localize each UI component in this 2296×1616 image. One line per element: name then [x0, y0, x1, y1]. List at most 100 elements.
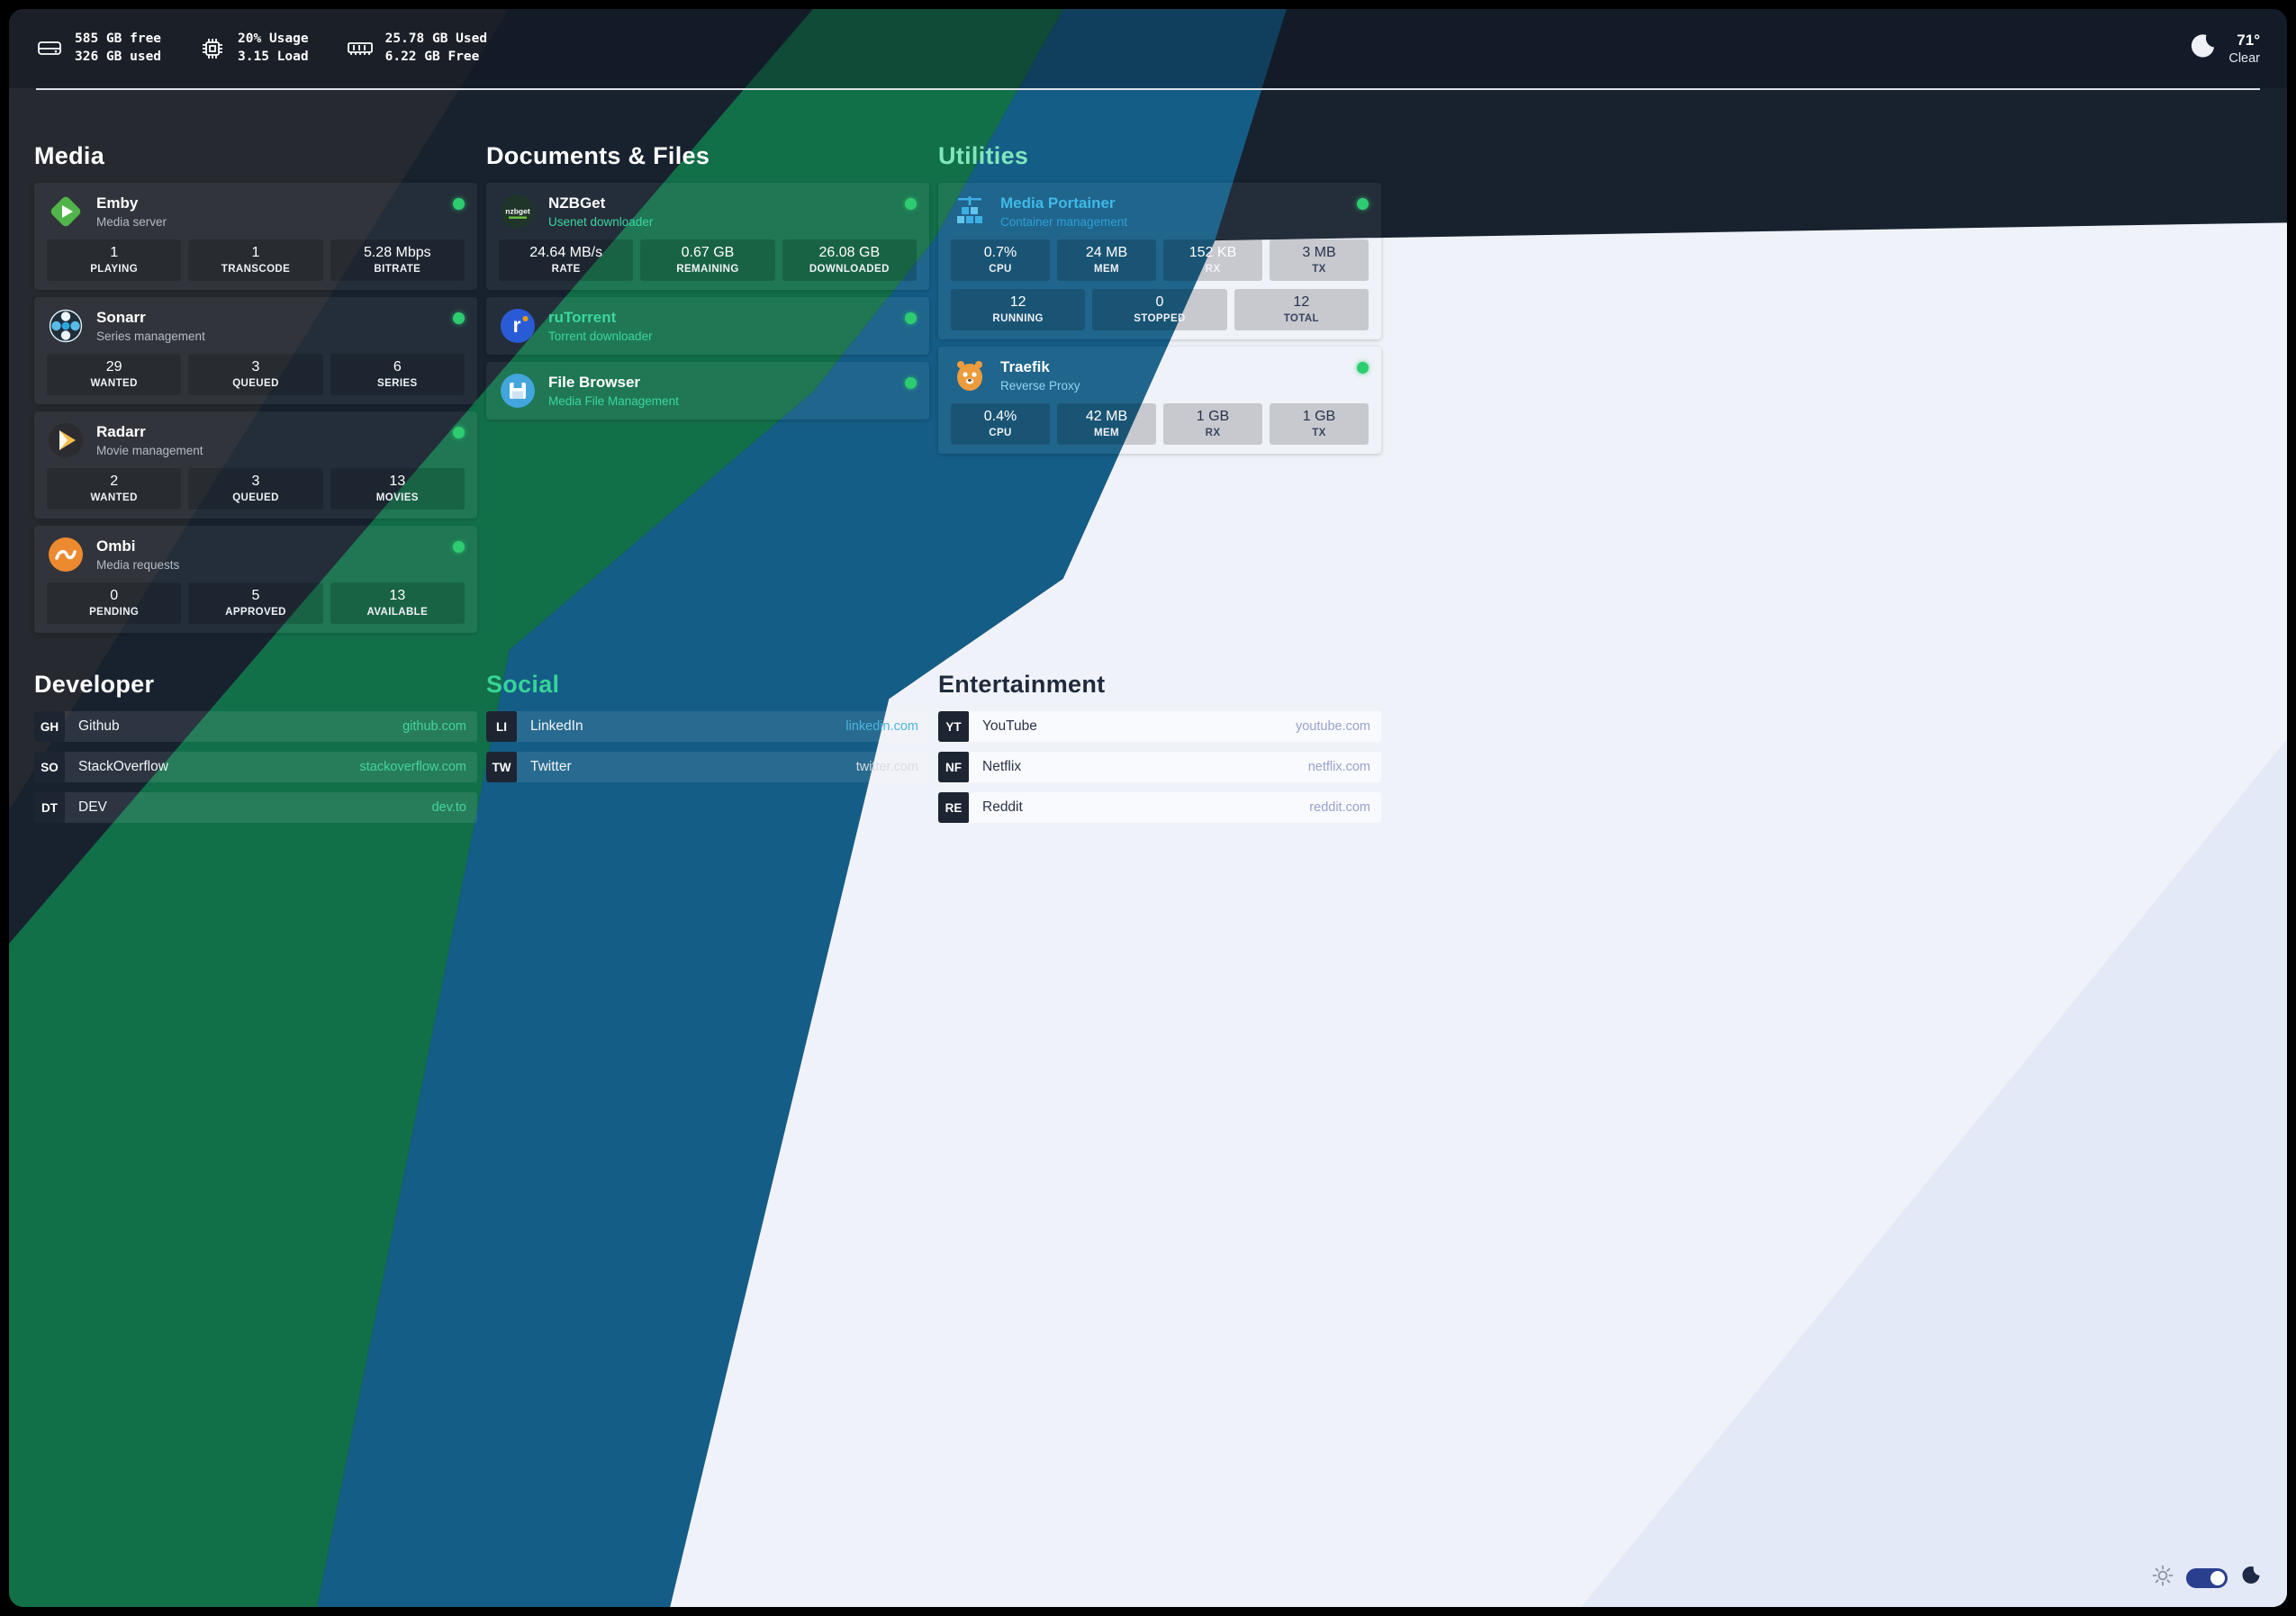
stat-series: 6 SERIES: [330, 354, 465, 395]
app-title: Media Portainer: [1000, 194, 1116, 212]
stat-playing: 1 PLAYING: [47, 239, 182, 281]
memory-free: 6.22 GB Free: [384, 50, 480, 64]
stat-movies: 13 MOVIES: [330, 468, 465, 510]
section-utilities: Utilities: [938, 142, 1381, 461]
dev-icon: DT: [34, 792, 65, 823]
app-description: Torrent downloader: [548, 330, 653, 343]
status-dot: [1357, 198, 1369, 210]
app-title: Sonarr: [96, 309, 146, 326]
nzbget-icon: nzbget: [499, 193, 537, 230]
weather-widget: 71° Clear: [2187, 32, 2260, 67]
netflix-icon: NF: [938, 752, 969, 782]
weather-temperature: 71°: [2237, 32, 2260, 49]
status-dot: [905, 312, 917, 324]
section-title-developer: Developer: [34, 671, 155, 698]
app-card-ombi[interactable]: Ombi Media requests 0 PENDING 5 APPROVED 1…: [34, 526, 477, 633]
app-description: Movie management: [96, 444, 203, 457]
app-title: Ombi: [96, 537, 136, 555]
light-mode-sun-icon[interactable]: [2152, 1565, 2174, 1591]
stat-transcode: 1 TRANSCODE: [188, 239, 323, 281]
theme-toggle[interactable]: [2186, 1567, 2228, 1588]
stat-cpu: 0.4% CPU: [951, 403, 1050, 445]
stat-total: 12 TOTAL: [1234, 289, 1369, 330]
app-description: Usenet downloader: [548, 215, 654, 229]
status-dot: [453, 312, 465, 324]
stackoverflow-icon: SO: [34, 752, 65, 782]
stat-pending: 0 PENDING: [47, 582, 182, 624]
reddit-icon: RE: [938, 792, 969, 823]
section-media: Media Emby Media server: [34, 142, 477, 640]
stat-cpu: 0.7% CPU: [951, 239, 1050, 281]
cpu-load: 3.15 Load: [238, 50, 309, 64]
rutorrent-icon: r: [499, 307, 537, 345]
weather-condition: Clear: [2228, 51, 2260, 66]
cpu-icon: [199, 35, 226, 62]
bookmark-reddit[interactable]: RE Reddit reddit.com: [938, 792, 1381, 823]
memory-used: 25.78 GB Used: [384, 32, 488, 47]
ombi-icon: [47, 536, 85, 573]
app-description: Series management: [96, 330, 205, 343]
section-title-entertainment: Entertainment: [938, 671, 1106, 698]
memory-icon: [347, 35, 374, 62]
bookmark-github[interactable]: GH Github github.com: [34, 711, 477, 742]
dark-mode-moon-icon[interactable]: [2240, 1565, 2262, 1591]
app-description: Reverse Proxy: [1000, 379, 1080, 393]
status-dot: [1357, 362, 1369, 374]
status-dot: [905, 198, 917, 210]
app-title: Emby: [96, 194, 139, 212]
bookmark-twitter[interactable]: TW Twitter twitter.com: [486, 752, 929, 782]
app-card-radarr[interactable]: Radarr Movie management 2 WANTED 3 QUEUED …: [34, 411, 477, 519]
app-title: Traefik: [1000, 358, 1050, 375]
sonarr-icon: [47, 307, 85, 345]
dashboard-screen: 585 GB free 326 GB used 20% U: [9, 9, 2287, 1607]
cpu-percent: 20% Usage: [238, 32, 309, 47]
toggle-knob: [2210, 1570, 2225, 1585]
section-entertainment: Entertainment YT YouTube youtube.com NF …: [938, 671, 1381, 833]
app-card-sonarr[interactable]: Sonarr Series management 29 WANTED 3 QUEUE…: [34, 297, 477, 404]
stat-wanted: 29 WANTED: [47, 354, 182, 395]
memory-usage: 25.78 GB Used 6.22 GB Free: [347, 31, 488, 66]
stat-mem: 42 MB MEM: [1057, 403, 1156, 445]
section-title-documents: Documents & Files: [486, 142, 710, 169]
app-card-emby[interactable]: Emby Media server 1 PLAYING 1 TRANSCODE 5.…: [34, 183, 477, 290]
stat-mem: 24 MB MEM: [1057, 239, 1156, 281]
stat-approved: 5 APPROVED: [188, 582, 323, 624]
status-dot: [905, 377, 917, 389]
disk-used: 326 GB used: [75, 50, 162, 64]
app-card-traefik[interactable]: Traefik Reverse Proxy 0.4% CPU 42 MB MEM 1…: [938, 347, 1381, 454]
bookmark-dev[interactable]: DT DEV dev.to: [34, 792, 477, 823]
app-card-filebrowser[interactable]: File Browser Media File Management: [486, 362, 929, 420]
stat-wanted: 2 WANTED: [47, 468, 182, 510]
app-description: Container management: [1000, 215, 1128, 229]
bookmark-youtube[interactable]: YT YouTube youtube.com: [938, 711, 1381, 742]
svg-text:nzbget: nzbget: [505, 207, 530, 216]
stat-remaining: 0.67 GB REMAINING: [640, 239, 775, 281]
stat-tx: 3 MB TX: [1270, 239, 1369, 281]
bookmark-netflix[interactable]: NF Netflix netflix.com: [938, 752, 1381, 782]
stat-rx: 152 KB RX: [1163, 239, 1262, 281]
app-description: Media requests: [96, 558, 180, 572]
app-card-rutorrent[interactable]: r ruTorrent Torrent downloader: [486, 297, 929, 355]
stat-queued: 3 QUEUED: [188, 468, 323, 510]
portainer-icon: [951, 193, 989, 230]
app-description: Media server: [96, 215, 167, 229]
section-documents-files: Documents & Files nzbget NZBGet Usenet d…: [486, 142, 929, 427]
bookmark-stackoverflow[interactable]: SO StackOverflow stackoverflow.com: [34, 752, 477, 782]
app-title: ruTorrent: [548, 309, 617, 326]
section-developer: Developer GH Github github.com SO StackO…: [34, 671, 477, 833]
app-description: Media File Management: [548, 394, 679, 408]
stat-queued: 3 QUEUED: [188, 354, 323, 395]
status-dot: [453, 198, 465, 210]
app-card-nzbget[interactable]: nzbget NZBGet Usenet downloader 24.64 MB…: [486, 183, 929, 290]
stat-running: 12 RUNNING: [951, 289, 1086, 330]
bookmark-linkedin[interactable]: LI LinkedIn linkedin.com: [486, 711, 929, 742]
section-title-media: Media: [34, 142, 105, 169]
disk-icon: [36, 35, 63, 62]
stat-rx: 1 GB RX: [1163, 403, 1262, 445]
emby-icon: [47, 193, 85, 230]
moon-icon: [2187, 32, 2218, 67]
stat-bitrate: 5.28 Mbps BITRATE: [330, 239, 465, 281]
cpu-usage: 20% Usage 3.15 Load: [199, 31, 309, 66]
app-card-portainer[interactable]: Media Portainer Container management 0.7…: [938, 183, 1381, 339]
